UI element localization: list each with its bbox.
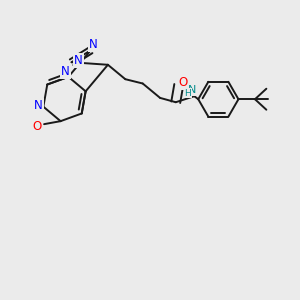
Text: N: N (89, 38, 98, 51)
Text: O: O (178, 76, 188, 89)
Text: H: H (184, 89, 191, 98)
Text: N: N (34, 99, 43, 112)
Text: N: N (61, 65, 70, 78)
Text: N: N (74, 54, 82, 67)
Text: O: O (33, 120, 42, 133)
Text: N: N (188, 85, 196, 94)
